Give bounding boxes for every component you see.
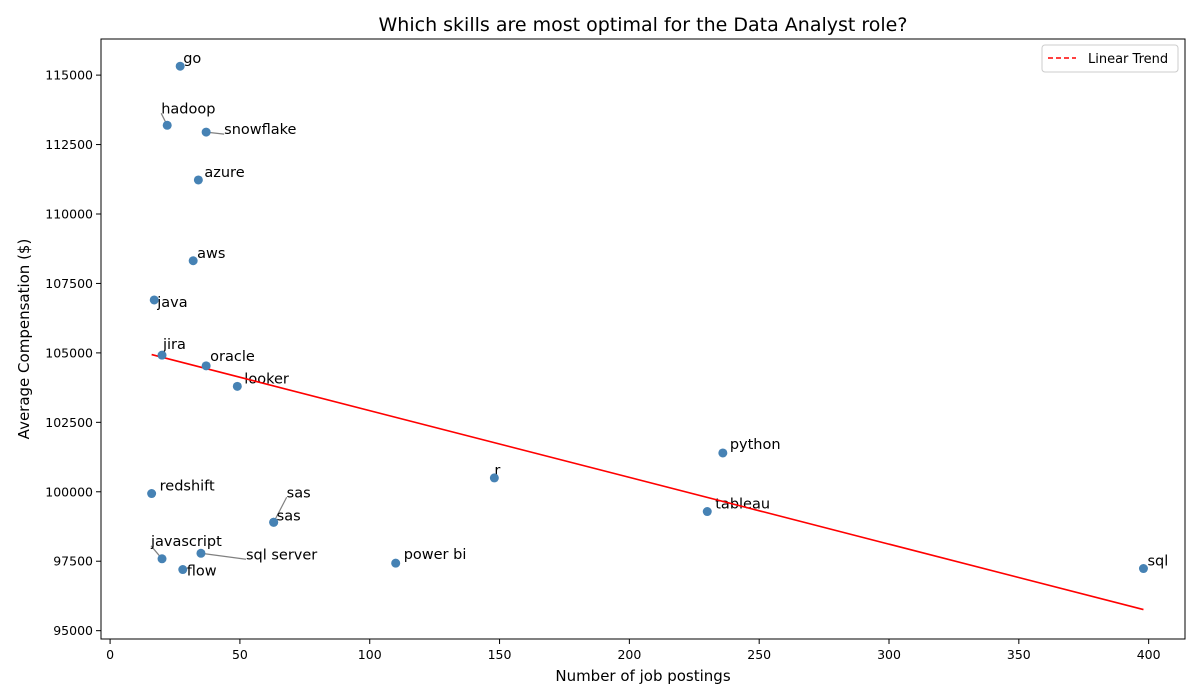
point-label: aws [197, 246, 225, 262]
point-label: sas [287, 485, 311, 501]
x-axis-label: Number of job postings [555, 667, 730, 685]
y-axis-label: Average Compensation ($) [15, 239, 33, 440]
point-label: python [730, 437, 781, 453]
x-tick-label: 400 [1137, 647, 1161, 662]
x-tick-label: 50 [232, 647, 248, 662]
data-point [201, 361, 211, 371]
x-tick-label: 100 [358, 647, 382, 662]
point-label: r [494, 463, 500, 479]
x-tick-label: 250 [747, 647, 771, 662]
point-label: java [156, 295, 187, 311]
plot-frame [100, 38, 1186, 640]
data-point [718, 448, 728, 458]
point-label: snowflake [224, 122, 296, 138]
data-point [157, 350, 167, 360]
point-label: javascript [150, 534, 222, 550]
legend-trend-label: Linear Trend [1088, 52, 1168, 67]
point-label: redshift [160, 479, 215, 495]
data-point [188, 256, 198, 266]
data-point [149, 295, 159, 305]
point-label: oracle [210, 349, 255, 365]
data-point [702, 507, 712, 517]
data-point [391, 558, 401, 568]
y-tick-label: 102500 [45, 415, 93, 430]
data-point [175, 61, 185, 71]
point-label: looker [244, 371, 289, 387]
point-label: flow [187, 564, 217, 580]
point-label: hadoop [161, 101, 215, 117]
point-label: sql [1147, 554, 1168, 570]
x-tick-label: 350 [1007, 647, 1031, 662]
x-tick-label: 200 [617, 647, 641, 662]
axes: 0 50 100 150 200 250 300 350 400 95000 97500 100000… [45, 38, 1186, 662]
trend-layer [151, 353, 1144, 611]
point-label: sql server [246, 547, 317, 563]
data-point [178, 565, 188, 575]
point-label: go [183, 51, 201, 67]
chart-title: Which skills are most optimal for the Da… [379, 14, 908, 36]
y-tick-label: 107500 [45, 276, 93, 291]
x-tick-label: 300 [877, 647, 901, 662]
data-point [196, 548, 206, 558]
point-label: tableau [715, 497, 770, 513]
y-tick-label: 110000 [45, 207, 93, 222]
point-label: jira [162, 337, 186, 353]
trend-line [151, 353, 1144, 611]
point-label: azure [204, 165, 244, 181]
label-leader-line [200, 552, 247, 560]
legend: Linear Trend [1041, 44, 1179, 73]
y-tick-label: 97500 [53, 554, 93, 569]
x-tick-label: 150 [488, 647, 512, 662]
label-leader-line [273, 497, 288, 523]
y-tick-label: 100000 [45, 484, 93, 499]
data-point [1138, 564, 1148, 574]
data-point [147, 489, 157, 499]
y-tick-label: 95000 [53, 623, 93, 638]
point-label: sas [277, 508, 301, 524]
point-label: power bi [404, 547, 467, 563]
point-labels: go hadoop snowflake azure aws java jira oracle l… [150, 51, 1168, 579]
x-tick-label: 0 [106, 647, 114, 662]
data-point [193, 175, 203, 185]
data-point [201, 127, 211, 137]
points-layer [147, 61, 1148, 575]
data-point [157, 554, 167, 564]
data-point [269, 517, 279, 527]
data-point [162, 120, 172, 130]
y-tick-label: 115000 [45, 68, 93, 83]
legend-box [1041, 44, 1179, 73]
data-point [489, 473, 499, 483]
y-tick-label: 112500 [45, 137, 93, 152]
y-tick-label: 105000 [45, 345, 93, 360]
data-point [232, 381, 242, 391]
